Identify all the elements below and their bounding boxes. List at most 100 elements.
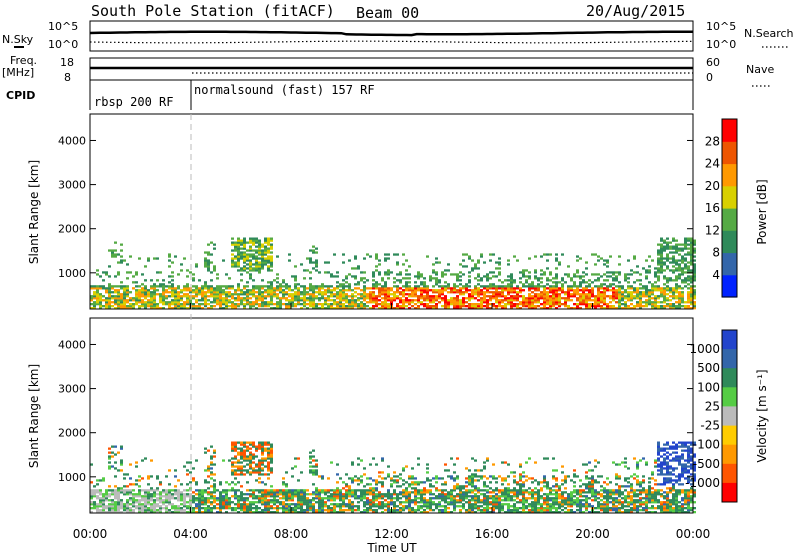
range-gate-cell [435,495,438,497]
range-gate-cell [99,297,102,299]
range-gate-cell [546,277,549,279]
range-gate-cell [345,497,348,499]
range-gate-cell [351,489,354,491]
range-gate-cell [198,505,201,507]
range-gate-cell [510,283,513,285]
range-gate-cell [363,497,366,499]
range-gate-cell [153,501,156,503]
range-gate-cell [222,505,225,507]
range-gate-cell [387,297,390,299]
range-gate-cell [138,257,141,259]
range-gate-cell [153,285,156,287]
range-gate-cell [207,253,210,255]
range-gate-cell [414,275,417,277]
range-gate-cell [288,293,291,295]
range-gate-cell [240,251,243,253]
range-gate-cell [372,271,375,273]
range-gate-cell [210,485,213,487]
range-gate-cell [198,503,201,505]
range-gate-cell [231,253,234,255]
range-gate-cell [165,297,168,299]
range-gate-cell [333,503,336,505]
range-gate-cell [531,497,534,499]
range-gate-cell [366,287,369,289]
range-gate-cell [522,491,525,493]
range-gate-cell [435,481,438,483]
range-gate-cell [204,283,207,285]
range-gate-cell [441,293,444,295]
range-gate-cell [519,483,522,485]
range-gate-cell [294,287,297,289]
range-gate-cell [135,291,138,293]
range-gate-cell [591,299,594,301]
range-gate-cell [483,493,486,495]
range-gate-cell [249,242,252,244]
range-gate-cell [495,305,498,307]
range-gate-cell [258,459,261,461]
nsearch-series [90,41,693,43]
range-gate-cell [378,475,381,477]
range-gate-cell [366,489,369,491]
range-gate-cell [453,301,456,303]
range-gate-cell [492,503,495,505]
range-gate-cell [330,507,333,509]
range-gate-cell [432,493,435,495]
range-gate-cell [609,305,612,307]
range-gate-cell [426,463,429,465]
range-gate-cell [315,463,318,465]
range-gate-cell [171,291,174,293]
range-gate-cell [258,261,261,263]
range-gate-cell [102,271,105,273]
range-gate-cell [234,457,237,459]
range-gate-cell [615,301,618,303]
range-gate-cell [657,269,660,271]
range-gate-cell [432,299,435,301]
range-gate-cell [267,261,270,263]
range-gate-cell [642,267,645,269]
range-gate-cell [450,499,453,501]
range-gate-cell [378,263,381,265]
range-gate-cell [210,497,213,499]
range-gate-cell [246,263,249,265]
range-gate-cell [114,491,117,493]
range-gate-cell [120,261,123,263]
range-gate-cell [372,291,375,293]
range-gate-cell [123,285,126,287]
range-gate-cell [543,305,546,307]
range-gate-cell [357,267,360,269]
range-gate-cell [384,281,387,283]
range-gate-cell [129,463,132,465]
range-gate-cell [387,287,390,289]
range-gate-cell [318,503,321,505]
range-gate-cell [408,491,411,493]
range-gate-cell [168,285,171,287]
range-gate-cell [681,269,684,271]
range-gate-cell [261,293,264,295]
range-gate-cell [363,303,366,305]
range-gate-cell [303,491,306,493]
range-gate-cell [513,491,516,493]
range-gate-cell [393,285,396,287]
range-gate-cell [327,509,330,511]
range-gate-cell [612,283,615,285]
range-gate-cell [228,499,231,501]
range-gate-cell [327,271,330,273]
range-gate-cell [507,489,510,491]
range-gate-cell [435,281,438,283]
range-gate-cell [480,289,483,291]
range-gate-cell [405,501,408,503]
range-gate-cell [381,477,384,479]
range-gate-cell [666,305,669,307]
range-gate-cell [507,293,510,295]
beam-title: Beam 00 [356,4,419,22]
range-gate-cell [441,483,444,485]
range-gate-cell [480,279,483,281]
range-gate-cell [495,285,498,287]
range-gate-cell [573,293,576,295]
range-gate-cell [150,489,153,491]
range-gate-cell [522,503,525,505]
range-gate-cell [198,293,201,295]
range-gate-cell [429,489,432,491]
range-gate-cell [486,287,489,289]
range-gate-cell [261,452,264,454]
